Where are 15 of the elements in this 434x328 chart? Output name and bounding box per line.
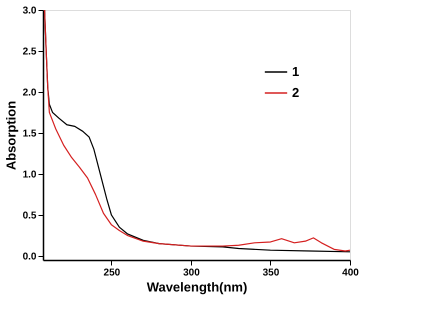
x-tick-label: 250 [104,268,121,278]
y-tick-label: 3.0 [22,6,37,16]
legend-label: 1 [292,64,300,79]
y-tick-label: 0.5 [22,210,37,222]
y-tick-label: 1.5 [22,128,37,140]
x-tick-label: 400 [342,268,360,278]
y-tick-label: 1.0 [22,169,37,180]
x-tick-label: 300 [183,268,200,278]
y-axis-title: Absorption [4,100,19,170]
x-tick-label: 350 [262,268,280,278]
y-tick-label: 2.0 [22,87,37,98]
x-axis-title: Wavelength(nm) [146,280,248,294]
y-tick-label: 0.0 [22,251,37,262]
legend-label: 2 [292,85,300,100]
y-tick-label: 2.5 [22,46,37,58]
